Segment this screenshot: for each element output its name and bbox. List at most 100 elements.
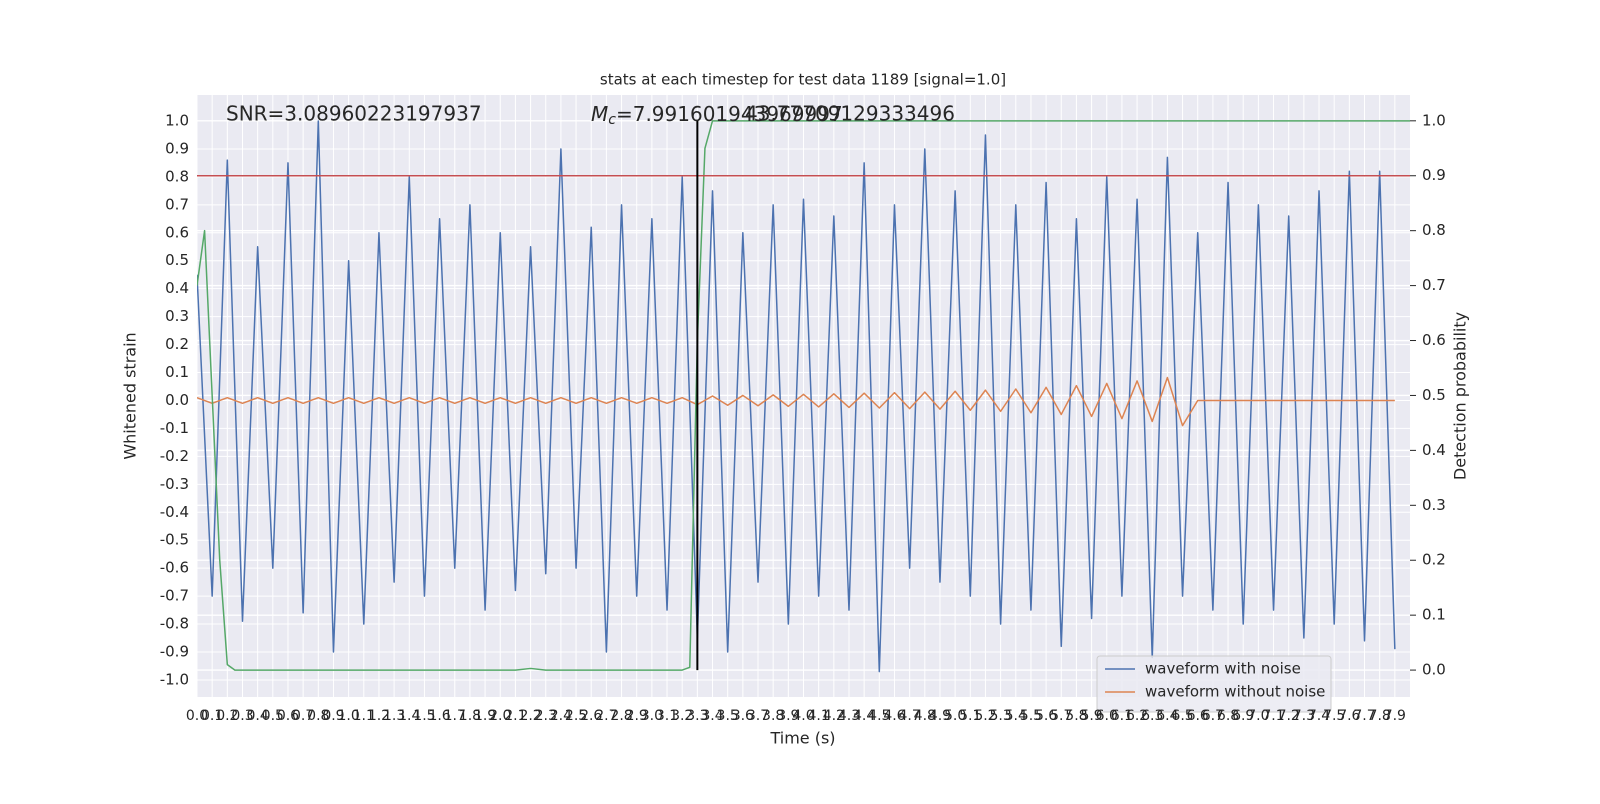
series-line	[197, 120, 1410, 671]
chart-title: stats at each timestep for test data 118…	[600, 71, 1006, 89]
x-axis-label: Time (s)	[769, 729, 835, 748]
x-tick-label: 3.7	[747, 708, 769, 724]
x-tick-label: 1.1	[353, 708, 375, 724]
x-tick-label: 3.1	[656, 708, 678, 724]
x-tick-label: 5.5	[1020, 708, 1042, 724]
y-tick-label: -0.8	[160, 615, 189, 633]
x-tick-label: 6.7	[1202, 708, 1224, 724]
legend-label: waveform with noise	[1145, 660, 1301, 678]
y2-tick-label: 0.6	[1422, 331, 1446, 349]
y2-tick-label: 0.0	[1422, 661, 1446, 679]
x-tick-label: 4.3	[838, 708, 860, 724]
legend-box	[1096, 655, 1332, 713]
marks	[197, 120, 1410, 673]
legend: waveform with noise waveform without nois…	[1096, 655, 1332, 713]
y-tick-label: 0.0	[165, 391, 189, 409]
y2-tick-label: 0.2	[1422, 551, 1446, 569]
x-tick-label: 6.6	[1187, 708, 1209, 724]
y-tick-label: -0.3	[160, 475, 189, 493]
y-tick-label: 0.3	[165, 307, 189, 325]
x-tick-label: 2.0	[489, 708, 511, 724]
x-tick-label: 0.4	[247, 708, 269, 724]
x-tick-label: 7.1	[1262, 708, 1284, 724]
x-tick-label: 4.2	[823, 708, 845, 724]
x-tick-label: 0.9	[322, 708, 344, 724]
x-tick-label: 6.0	[1096, 708, 1118, 724]
x-tick-label: 5.1	[959, 708, 981, 724]
y-tick-label: -0.6	[160, 559, 189, 577]
x-tick-label: 1.9	[474, 708, 496, 724]
y-tick-label: 0.7	[165, 195, 189, 213]
y2-tick-label: 0.3	[1422, 496, 1446, 514]
y2-tick-label: 0.1	[1422, 606, 1446, 624]
x-tick-label: 0.0	[186, 708, 208, 724]
x-tick-label: 4.1	[808, 708, 830, 724]
y-tick-label: -1.0	[160, 670, 189, 688]
x-tick-label: 5.9	[1080, 708, 1102, 724]
y2-axis-label: Detection probability	[1451, 312, 1470, 480]
annotation-text: =7.991601943969997	[616, 102, 843, 126]
annotation: 43.77709129333496	[745, 102, 955, 126]
x-tick-label: 4.9	[929, 708, 951, 724]
x-tick-label: 5.3	[989, 708, 1011, 724]
series-line	[197, 376, 1395, 427]
y-tick-label: 0.1	[165, 363, 189, 381]
x-tick-label: 1.5	[413, 708, 435, 724]
x-tick-label: 3.8	[762, 708, 784, 724]
y-tick-label: 1.0	[165, 111, 189, 129]
x-tick-label: 6.8	[1217, 708, 1239, 724]
y2-tick-label: 0.9	[1422, 166, 1446, 184]
x-tick-label: 7.7	[1353, 708, 1375, 724]
y-tick-label: -0.1	[160, 419, 189, 437]
y-tick-label: 0.2	[165, 335, 189, 353]
y-tick-label: 0.6	[165, 223, 189, 241]
x-tick-label: 5.7	[1050, 708, 1072, 724]
x-tick-label: 7.3	[1293, 708, 1315, 724]
y-tick-label: 0.5	[165, 251, 189, 269]
x-tick-label: 3.0	[641, 708, 663, 724]
x-tick-label: 7.0	[1247, 708, 1269, 724]
x-tick-label: 1.2	[368, 708, 390, 724]
x-tick-label: 0.2	[216, 708, 238, 724]
x-tick-label: 4.6	[883, 708, 905, 724]
x-tick-label: 6.9	[1232, 708, 1254, 724]
legend-label: waveform without noise	[1145, 683, 1325, 701]
x-tick-label: 2.3	[535, 708, 557, 724]
y-tick-label: -0.2	[160, 447, 189, 465]
x-tick-label: 5.6	[1035, 708, 1057, 724]
x-tick-label: 2.5	[565, 708, 587, 724]
x-tick-label: 0.6	[277, 708, 299, 724]
y2-tick-label: 0.8	[1422, 221, 1446, 239]
annotation-subscript: c	[608, 112, 616, 128]
x-tick-label: 7.6	[1338, 708, 1360, 724]
x-tick-label: 0.5	[262, 708, 284, 724]
x-tick-label: 5.2	[974, 708, 996, 724]
x-tick-label: 2.7	[595, 708, 617, 724]
x-tick-label: 4.8	[914, 708, 936, 724]
y2-tick-label: 1.0	[1422, 111, 1446, 129]
y2-tick-label: 0.5	[1422, 386, 1446, 404]
x-tick-label: 6.3	[1141, 708, 1163, 724]
x-tick-label: 5.0	[944, 708, 966, 724]
x-tick-label: 1.8	[459, 708, 481, 724]
x-tick-label: 4.4	[853, 708, 875, 724]
x-tick-label: 4.7	[899, 708, 921, 724]
x-tick-label: 2.1	[504, 708, 526, 724]
y-tick-label: 0.4	[165, 279, 189, 297]
x-tick-label: 3.5	[717, 708, 739, 724]
y2-tick-label: 0.4	[1422, 441, 1446, 459]
x-tick-label: 3.9	[777, 708, 799, 724]
series-line	[197, 120, 1396, 673]
x-tick-label: 7.8	[1369, 708, 1391, 724]
x-tick-label: 7.5	[1323, 708, 1345, 724]
x-tick-label: 1.3	[383, 708, 405, 724]
y-tick-label: 0.9	[165, 139, 189, 157]
x-tick-label: 7.2	[1278, 708, 1300, 724]
x-tick-label: 6.5	[1171, 708, 1193, 724]
x-tick-label: 0.7	[292, 708, 314, 724]
x-tick-label: 6.1	[1111, 708, 1133, 724]
x-tick-label: 3.2	[671, 708, 693, 724]
y-tick-label: 0.8	[165, 167, 189, 185]
x-tick-label: 3.3	[686, 708, 708, 724]
